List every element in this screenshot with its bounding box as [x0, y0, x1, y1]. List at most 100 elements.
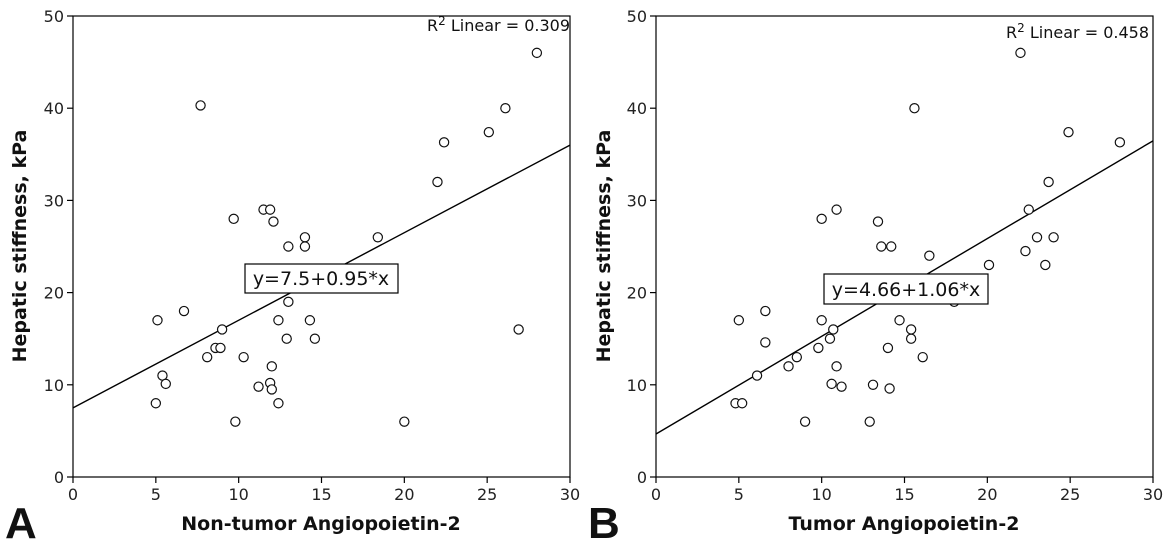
r2-label: R2 Linear = 0.309 — [427, 14, 570, 35]
plot-frame — [73, 16, 570, 477]
data-point — [925, 251, 934, 260]
y-tick-label: 40 — [627, 99, 647, 118]
data-point — [734, 316, 743, 325]
x-tick-label: 5 — [734, 485, 744, 504]
data-point — [433, 177, 442, 186]
data-point — [231, 417, 240, 426]
data-point — [373, 233, 382, 242]
data-point — [300, 233, 309, 242]
y-axis-label: Hepatic stiffness, kPa — [9, 130, 31, 363]
r2-label: R2 Linear = 0.458 — [1006, 21, 1149, 42]
data-point — [269, 217, 278, 226]
data-point — [254, 382, 263, 391]
data-point — [274, 399, 283, 408]
equation-box: y=7.5+0.95*x — [245, 264, 398, 293]
data-point — [239, 353, 248, 362]
data-point — [817, 214, 826, 223]
data-point — [865, 417, 874, 426]
data-point — [832, 205, 841, 214]
data-point — [484, 128, 493, 137]
point-group — [731, 48, 1125, 426]
x-axis-label: Tumor Angiopoietin-2 — [789, 513, 1020, 535]
data-point — [161, 379, 170, 388]
x-tick-label: 15 — [311, 485, 331, 504]
data-point — [895, 316, 904, 325]
data-point — [305, 316, 314, 325]
data-point — [532, 48, 541, 57]
data-point — [868, 380, 877, 389]
data-point — [885, 384, 894, 393]
x-tick-label: 5 — [151, 485, 161, 504]
y-tick-label: 30 — [44, 191, 64, 210]
data-point — [1032, 233, 1041, 242]
data-point — [514, 325, 523, 334]
data-point — [1049, 233, 1058, 242]
tick-group: 0 5 10 15 20 25 3001020304050 — [627, 7, 1164, 504]
data-point — [400, 417, 409, 426]
data-point — [284, 242, 293, 251]
data-point — [179, 306, 188, 315]
data-point — [761, 306, 770, 315]
y-tick-label: 10 — [627, 376, 647, 395]
data-point — [1041, 260, 1050, 269]
data-point — [873, 217, 882, 226]
y-tick-label: 50 — [44, 7, 64, 26]
data-point — [218, 325, 227, 334]
y-tick-label: 40 — [44, 99, 64, 118]
data-point — [151, 399, 160, 408]
data-point — [984, 260, 993, 269]
data-point — [216, 343, 225, 352]
data-point — [887, 242, 896, 251]
data-point — [910, 104, 919, 113]
data-point — [1115, 138, 1124, 147]
x-tick-label: 10 — [811, 485, 831, 504]
data-point — [827, 379, 836, 388]
data-point — [266, 205, 275, 214]
data-point — [837, 382, 846, 391]
y-tick-label: 20 — [627, 284, 647, 303]
data-point — [300, 242, 309, 251]
data-point — [267, 362, 276, 371]
plot-frame — [656, 16, 1153, 477]
data-point — [439, 138, 448, 147]
x-tick-label: 25 — [1060, 485, 1080, 504]
data-point — [752, 371, 761, 380]
x-axis-label: Non-tumor Angiopoietin-2 — [181, 513, 461, 535]
x-tick-label: 20 — [394, 485, 414, 504]
y-tick-label: 0 — [54, 468, 64, 487]
data-point — [877, 242, 886, 251]
data-point — [801, 417, 810, 426]
equation-box: y=4.66+1.06*x — [824, 274, 988, 304]
data-point — [814, 343, 823, 352]
data-point — [501, 104, 510, 113]
data-point — [282, 334, 291, 343]
y-tick-label: 0 — [637, 468, 647, 487]
equation-label: y=7.5+0.95*x — [253, 268, 389, 290]
data-point — [784, 362, 793, 371]
data-point — [825, 334, 834, 343]
x-tick-label: 25 — [477, 485, 497, 504]
x-tick-label: 20 — [977, 485, 997, 504]
x-tick-label: 30 — [1143, 485, 1163, 504]
data-point — [761, 338, 770, 347]
data-point — [907, 325, 916, 334]
data-point — [203, 353, 212, 362]
data-point — [738, 399, 747, 408]
panel-label: B — [588, 499, 620, 543]
equation-label: y=4.66+1.06*x — [832, 279, 980, 301]
y-tick-label: 10 — [44, 376, 64, 395]
y-tick-label: 30 — [627, 191, 647, 210]
data-point — [310, 334, 319, 343]
chart-panel-b: 0 5 10 15 20 25 30 0 10 20 30 40 50 y=4.66+1.06*x R2… — [588, 7, 1163, 543]
data-point — [153, 316, 162, 325]
data-point — [792, 353, 801, 362]
panel-label: A — [5, 499, 37, 543]
point-group — [151, 48, 541, 426]
y-tick-label: 20 — [44, 284, 64, 303]
x-tick-label: 0 — [68, 485, 78, 504]
data-point — [274, 316, 283, 325]
data-point — [907, 334, 916, 343]
y-axis-label: Hepatic stiffness, kPa — [593, 130, 615, 363]
data-point — [1044, 177, 1053, 186]
